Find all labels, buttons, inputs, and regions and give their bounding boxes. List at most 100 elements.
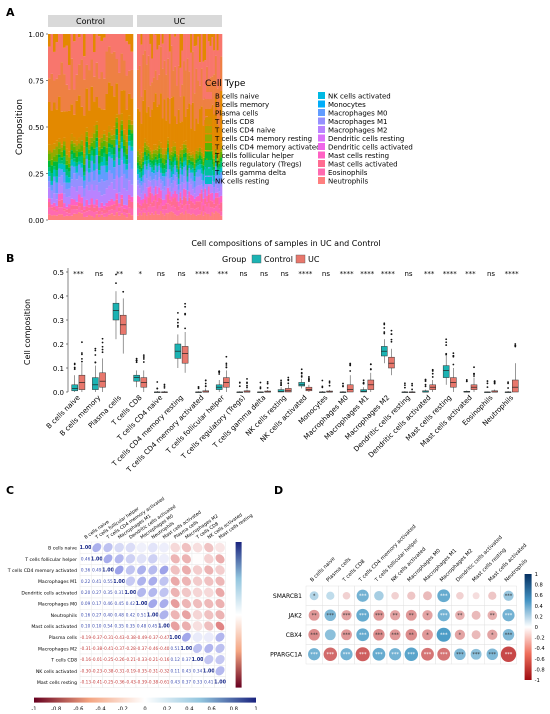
stack-segment (199, 214, 201, 220)
stack-segment (63, 203, 66, 208)
stack-segment (58, 149, 61, 155)
stack-segment (158, 188, 160, 198)
stack-segment (195, 177, 197, 187)
stack-segment (155, 175, 157, 180)
stack-segment (171, 207, 173, 212)
stack-segment (155, 93, 157, 145)
significance-stars: *** (440, 594, 448, 600)
stack-segment (91, 216, 94, 220)
stack-segment (201, 180, 203, 184)
stack-segment (188, 168, 190, 173)
stack-segment (151, 202, 153, 207)
stack-segment (91, 143, 94, 147)
stack-segment (78, 64, 81, 95)
stack-segment (76, 34, 79, 75)
stack-segment (220, 34, 222, 56)
stack-segment (78, 176, 81, 187)
stack-segment (158, 206, 160, 215)
stack-segment (208, 203, 210, 214)
stack-segment (156, 148, 158, 150)
stack-segment (76, 206, 79, 210)
colorbar-tick-label: -1 (535, 678, 540, 684)
stack-segment (103, 214, 106, 217)
stack-segment (142, 157, 144, 162)
stack-segment (121, 120, 124, 124)
row-label: Mast cells activated (31, 624, 77, 630)
stack-segment (126, 217, 129, 220)
stack-segment (144, 90, 146, 138)
stack-segment (86, 156, 89, 159)
stack-segment (51, 199, 54, 205)
stack-segment (146, 156, 148, 161)
stack-segment (98, 107, 101, 138)
stack-segment (63, 34, 66, 48)
stack-segment (194, 159, 196, 164)
stack-segment (180, 157, 182, 161)
outlier-point (445, 354, 447, 356)
stack-segment (187, 58, 189, 109)
stack-segment (217, 213, 219, 220)
correlation-circle (473, 592, 480, 599)
stack-segment (176, 172, 178, 177)
correlation-value: -0.61 (159, 680, 170, 685)
stack-segment (201, 106, 203, 148)
stack-segment (93, 133, 96, 140)
stack-segment (164, 149, 166, 154)
stack-segment (141, 211, 143, 216)
stack-segment (146, 178, 148, 187)
significance-stars: *** (505, 613, 513, 619)
stack-segment (156, 167, 158, 172)
stack-segment (93, 204, 96, 207)
stack-segment (167, 179, 169, 188)
stack-segment (98, 151, 101, 156)
stack-segment (204, 189, 206, 198)
stack-segment (108, 138, 111, 143)
stack-segment (93, 190, 96, 204)
stack-segment (116, 206, 119, 212)
correlation-value: 0.43 (182, 668, 192, 673)
outlier-point (184, 303, 186, 305)
correlation-value: -0.38 (147, 680, 158, 685)
correlation-circle (391, 592, 399, 600)
stack-segment (183, 61, 185, 96)
outlier-point (391, 339, 393, 341)
stack-segment (218, 197, 220, 204)
correlation-value: 1.00 (214, 680, 226, 686)
outlier-point (452, 364, 454, 366)
stack-segment (213, 199, 215, 203)
stack-segment (81, 134, 84, 140)
stack-segment (211, 208, 213, 212)
stack-segment (203, 205, 205, 211)
stack-segment (167, 160, 169, 170)
stack-segment (81, 145, 84, 152)
stack-segment (142, 162, 144, 166)
stack-segment (63, 183, 66, 194)
stack-segment (88, 208, 91, 211)
stack-segment (126, 148, 129, 154)
stack-segment (53, 182, 56, 194)
stack-segment (164, 205, 166, 209)
correlation-value: 0.10 (92, 624, 102, 629)
panel-label-b: B (6, 252, 14, 265)
stack-segment (71, 144, 74, 150)
y-tick-label: 0.50 (28, 124, 44, 132)
outlier-point (466, 380, 468, 382)
stack-segment (131, 140, 134, 146)
stack-segment (155, 157, 157, 160)
stack-segment (76, 163, 79, 166)
correlation-value: 0.22 (81, 579, 91, 584)
colorbar-tick-label: -0.2 (118, 707, 128, 710)
stack-segment (96, 130, 99, 137)
stack-segment (188, 156, 190, 160)
stack-segment (61, 157, 64, 160)
stack-segment (148, 187, 150, 197)
stack-segment (106, 188, 109, 203)
stack-segment (123, 90, 126, 130)
stack-segment (126, 76, 129, 110)
stack-segment (48, 78, 51, 102)
stack-segment (167, 203, 169, 213)
outlier-point (445, 341, 447, 343)
stack-segment (121, 34, 124, 54)
outlier-point (487, 386, 489, 388)
box-uc (347, 385, 353, 392)
